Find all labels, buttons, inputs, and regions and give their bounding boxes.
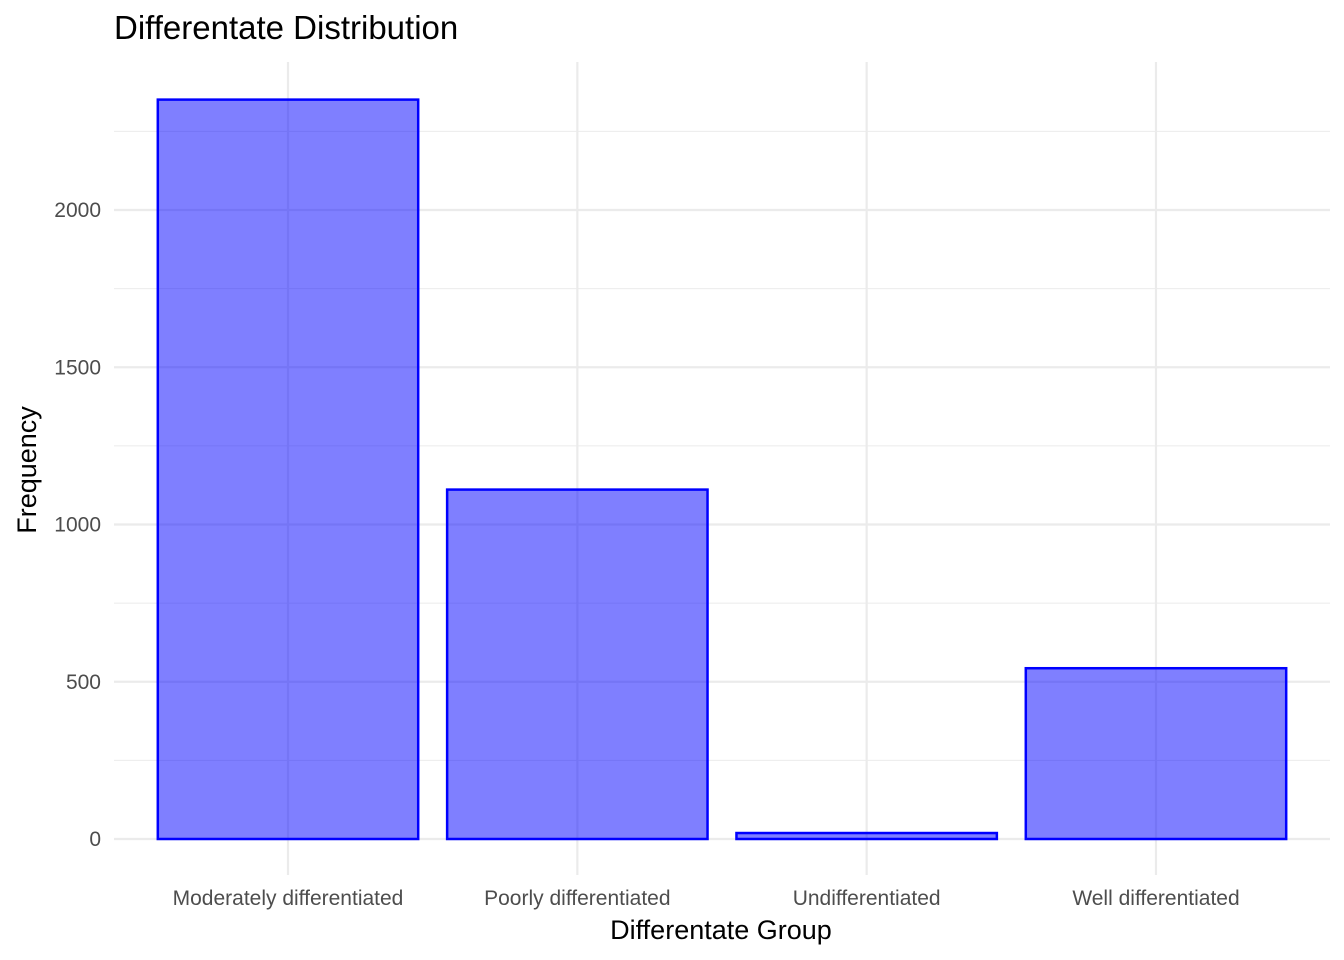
chart-title: Differentate Distribution: [114, 9, 458, 46]
bars: [156, 98, 1288, 841]
y-axis-title: Frequency: [12, 406, 42, 534]
x-tick-label: Moderately differentiated: [173, 887, 404, 910]
y-tick-label: 1000: [54, 514, 101, 537]
y-tick-label: 500: [66, 671, 101, 694]
y-tick-label: 1500: [54, 356, 101, 379]
y-tick-label: 0: [89, 828, 101, 851]
bar-well-differentiated: [1024, 666, 1288, 841]
x-tick-label: Poorly differentiated: [484, 887, 670, 910]
y-axis-ticks: 0 500 1000 1500 2000: [54, 199, 101, 851]
bar-poorly-differentiated: [445, 488, 709, 841]
x-axis-ticks: Moderately differentiated Poorly differen…: [173, 887, 1240, 910]
x-tick-label: Well differentiated: [1072, 887, 1239, 910]
y-tick-label: 2000: [54, 199, 101, 222]
bar-moderately-differentiated: [156, 98, 420, 841]
bar-undifferentiated: [735, 831, 999, 841]
x-axis-title: Differentate Group: [610, 915, 832, 945]
x-tick-label: Undifferentiated: [793, 887, 941, 910]
